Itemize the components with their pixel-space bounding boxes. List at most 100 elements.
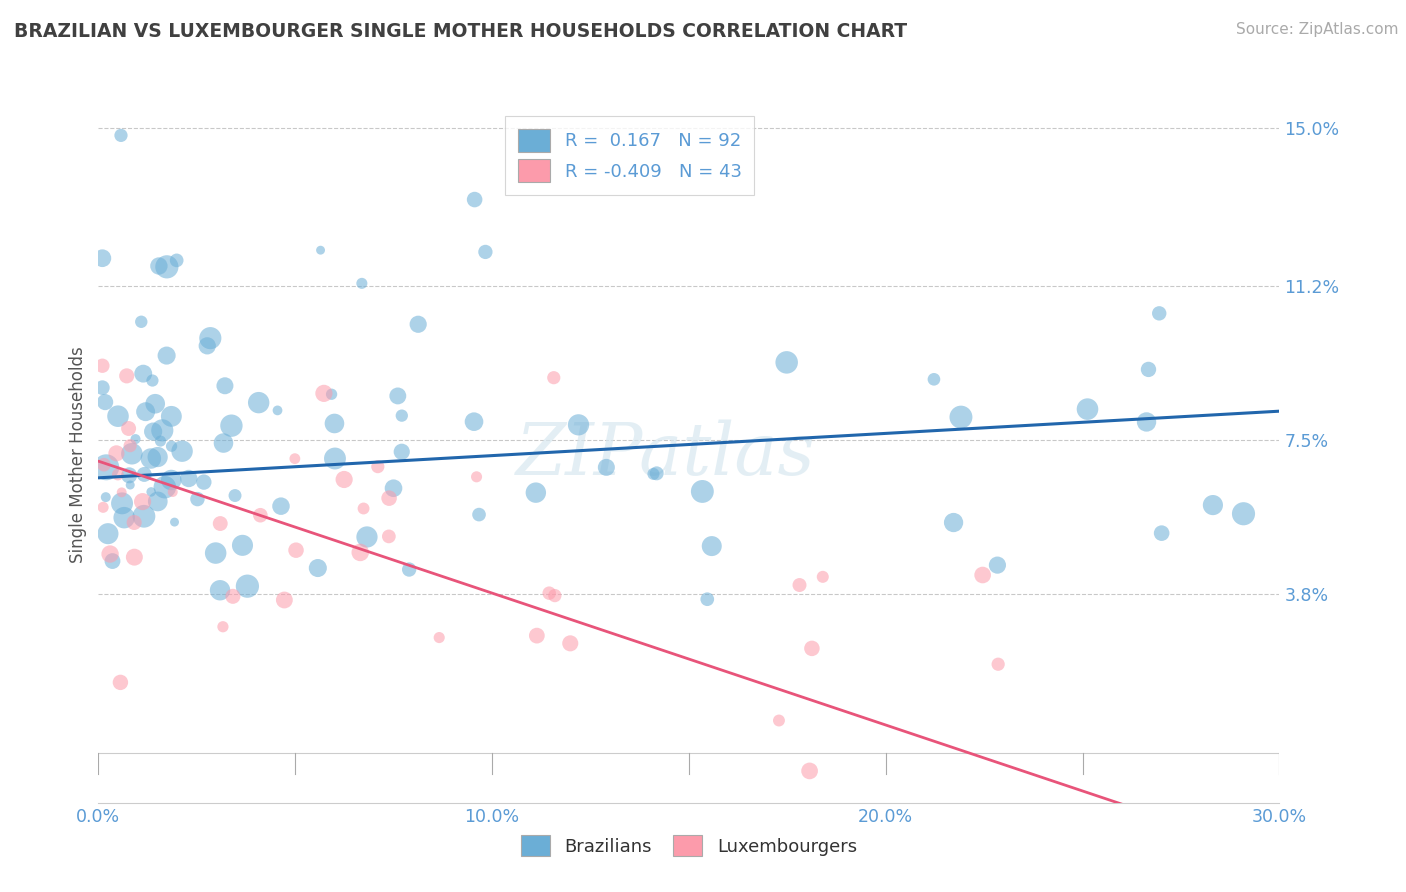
Point (1150, 526, 1173, 541)
Point (560, 636, 582, 650)
Point (463, 415, 485, 429)
Point (391, 444, 413, 458)
Point (149, 434, 172, 448)
Point (120, 439, 142, 453)
Point (1137, 362, 1160, 376)
Point (387, 389, 409, 403)
Point (1076, 402, 1098, 417)
Point (204, 546, 226, 560)
Point (141, 484, 163, 499)
Point (538, 586, 561, 600)
Point (247, 395, 270, 409)
Legend: Brazilians, Luxembourgers: Brazilians, Luxembourgers (513, 828, 865, 863)
Point (273, 593, 295, 607)
Point (101, 554, 124, 568)
Point (91, 381, 114, 395)
Point (236, 579, 259, 593)
Point (110, 128, 132, 143)
Point (643, 467, 665, 481)
Point (163, 515, 186, 529)
Point (284, 451, 307, 466)
Point (93, 458, 115, 472)
Point (139, 451, 162, 466)
Point (544, 589, 567, 603)
Point (96, 460, 118, 475)
Point (160, 409, 183, 424)
Point (323, 451, 346, 466)
Point (212, 620, 235, 634)
Point (700, 539, 723, 553)
Point (1147, 306, 1170, 320)
Point (94, 395, 117, 409)
Point (94, 490, 117, 504)
Point (378, 529, 401, 543)
Point (249, 508, 271, 523)
Point (323, 417, 346, 431)
Point (427, 631, 450, 645)
Point (111, 485, 134, 500)
Point (118, 468, 141, 483)
Point (949, 410, 972, 425)
Point (972, 568, 994, 582)
Point (107, 409, 129, 424)
Point (209, 583, 232, 598)
Point (391, 409, 413, 423)
Point (474, 244, 496, 259)
Text: Source: ZipAtlas.com: Source: ZipAtlas.com (1236, 22, 1399, 37)
Point (105, 446, 128, 460)
Point (132, 367, 155, 381)
Point (922, 372, 945, 386)
Point (209, 516, 232, 531)
Point (166, 253, 188, 268)
Point (595, 460, 617, 475)
Point (142, 425, 165, 439)
Point (349, 545, 371, 559)
Point (567, 417, 589, 432)
Point (270, 499, 292, 513)
Point (160, 439, 183, 453)
Point (382, 481, 405, 495)
Point (120, 478, 142, 492)
Point (134, 467, 156, 482)
Point (987, 657, 1010, 672)
Point (811, 570, 834, 584)
Point (1202, 498, 1225, 512)
Point (224, 489, 246, 503)
Y-axis label: Single Mother Households: Single Mother Households (69, 347, 87, 563)
Point (132, 509, 155, 524)
Point (406, 318, 429, 332)
Point (221, 418, 243, 433)
Point (266, 403, 288, 417)
Point (150, 423, 173, 437)
Point (195, 339, 218, 353)
Point (285, 543, 308, 558)
Point (350, 277, 373, 291)
Point (160, 473, 183, 487)
Point (153, 480, 176, 494)
Point (789, 578, 811, 592)
Point (465, 470, 488, 484)
Point (353, 501, 375, 516)
Point (148, 259, 170, 273)
Point (97, 526, 120, 541)
Point (186, 492, 208, 507)
Point (162, 485, 184, 500)
Point (464, 193, 486, 207)
Point (468, 508, 491, 522)
Point (356, 530, 378, 544)
Point (156, 260, 179, 274)
Point (91, 359, 114, 373)
Point (398, 563, 420, 577)
Point (378, 491, 401, 505)
Point (107, 467, 129, 482)
Point (309, 243, 332, 257)
Point (131, 494, 153, 508)
Point (141, 374, 163, 388)
Point (91, 500, 114, 515)
Point (524, 485, 547, 500)
Point (333, 473, 356, 487)
Point (146, 450, 169, 464)
Point (214, 378, 236, 392)
Point (122, 516, 145, 530)
Point (543, 370, 565, 384)
